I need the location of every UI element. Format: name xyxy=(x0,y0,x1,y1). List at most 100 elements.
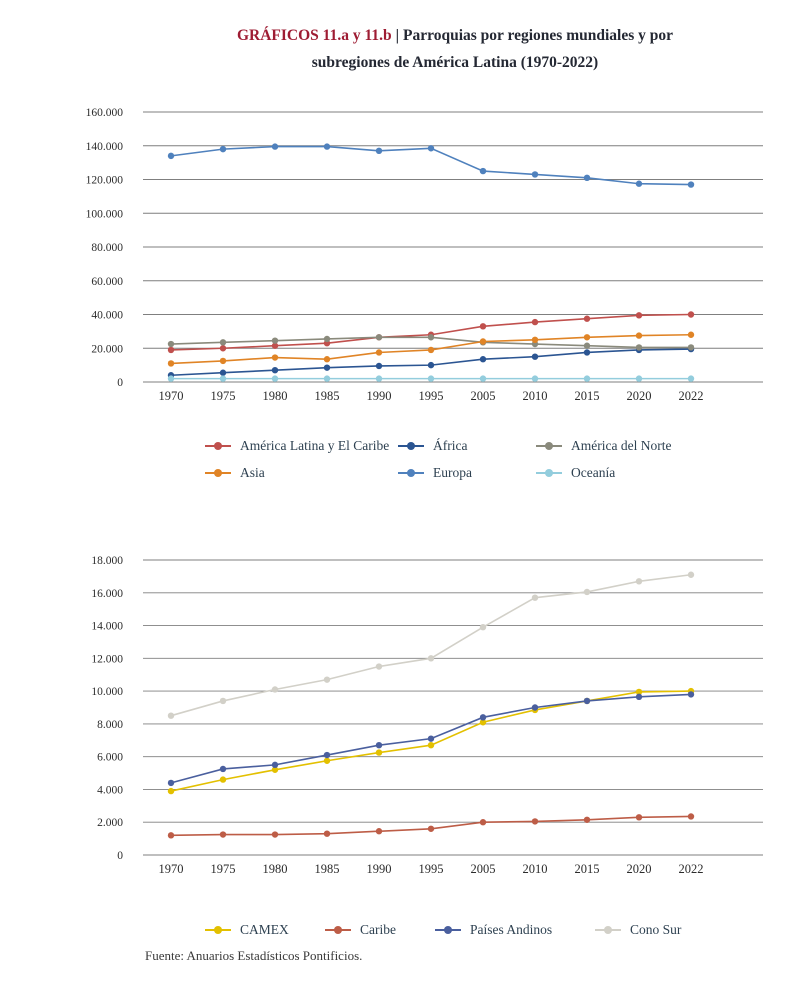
data-point xyxy=(583,342,591,349)
data-point xyxy=(375,828,383,835)
data-point xyxy=(323,676,331,683)
legend-marker xyxy=(325,925,351,934)
series-line xyxy=(170,145,692,186)
legend-row: América Latina y El Caribe África Améric… xyxy=(205,432,671,459)
data-point xyxy=(635,332,643,339)
world-regions-chart: 0 20.000 40.000 60.000 80.000 100.000 120.000 1… xyxy=(86,107,763,403)
chart1-legend: América Latina y El Caribe África Améric… xyxy=(205,432,671,486)
data-point xyxy=(583,349,591,356)
legend-item-caribe: Caribe xyxy=(325,922,435,938)
legend-label: Caribe xyxy=(360,921,396,937)
data-point xyxy=(687,181,695,188)
legend-label: Oceanía xyxy=(571,464,616,480)
y-tick-label: 0 xyxy=(117,850,123,862)
data-point xyxy=(219,831,227,838)
x-tick-label: 2005 xyxy=(471,862,496,876)
data-point xyxy=(427,361,435,369)
data-point xyxy=(167,832,175,839)
data-point xyxy=(167,787,175,795)
data-point xyxy=(323,335,331,343)
data-point xyxy=(167,779,175,787)
data-point xyxy=(375,741,383,749)
x-tick-label: 1985 xyxy=(315,862,340,876)
data-point xyxy=(479,719,487,726)
title-text: Parroquias por regiones mundiales y por … xyxy=(311,27,674,72)
x-tick-label: 2010 xyxy=(523,389,548,403)
data-point xyxy=(375,663,383,670)
y-tick-label: 160.000 xyxy=(86,107,124,119)
y-tick-label: 16.000 xyxy=(91,588,123,600)
legend-label: América del Norte xyxy=(571,437,672,453)
data-point xyxy=(167,340,175,348)
x-tick-label: 1995 xyxy=(419,862,444,876)
data-point xyxy=(479,338,487,345)
legend-marker xyxy=(205,441,231,450)
data-point xyxy=(687,571,695,578)
data-point xyxy=(531,594,539,601)
legend-item-africa: África xyxy=(398,438,536,454)
data-point xyxy=(271,143,279,150)
data-point xyxy=(583,375,591,382)
data-point xyxy=(687,375,695,382)
y-tick-label: 18.000 xyxy=(91,555,123,567)
legend-marker xyxy=(398,441,424,450)
data-point xyxy=(167,152,175,160)
data-point xyxy=(479,714,487,721)
data-point xyxy=(323,364,331,371)
data-point xyxy=(479,819,487,826)
x-tick-label: 1985 xyxy=(315,389,340,403)
data-point xyxy=(219,765,227,773)
x-tick-label: 1975 xyxy=(211,389,236,403)
data-point xyxy=(271,354,279,361)
data-point xyxy=(635,578,643,585)
legend-marker xyxy=(205,925,231,934)
data-point xyxy=(687,813,695,820)
y-tick-label: 0 xyxy=(117,377,123,389)
legend-item-camex: CAMEX xyxy=(205,922,325,938)
y-tick-label: 14.000 xyxy=(91,621,123,633)
y-tick-label: 40.000 xyxy=(91,310,123,322)
y-tick-label: 6.000 xyxy=(97,752,123,764)
data-point xyxy=(167,360,175,367)
legend-label: CAMEX xyxy=(240,921,289,937)
legend-marker xyxy=(398,468,424,477)
data-point xyxy=(375,147,383,155)
legend-label: África xyxy=(433,437,468,453)
x-tick-label: 2015 xyxy=(575,862,600,876)
data-point xyxy=(583,334,591,341)
data-point xyxy=(427,145,435,152)
legend-marker xyxy=(435,925,461,934)
x-tick-label: 1975 xyxy=(211,862,236,876)
legend-label: Países Andinos xyxy=(470,921,553,937)
x-tick-label: 2015 xyxy=(575,389,600,403)
page-title: GRÁFICOS 11.a y 11.b | Parroquias por regi… xyxy=(200,22,710,76)
data-point xyxy=(323,356,331,363)
data-point xyxy=(271,375,279,382)
data-point xyxy=(479,323,487,330)
x-tick-label: 2020 xyxy=(627,862,652,876)
data-point xyxy=(635,180,643,187)
legend-item-cono-sur: Cono Sur xyxy=(595,922,681,938)
legend-item-america-latina: América Latina y El Caribe xyxy=(205,438,398,454)
data-point xyxy=(219,776,227,783)
x-tick-label: 2010 xyxy=(523,862,548,876)
data-point xyxy=(427,334,435,341)
data-point xyxy=(635,344,643,351)
data-point xyxy=(531,818,539,825)
legend-item-america-del-norte: América del Norte xyxy=(536,438,671,454)
data-point xyxy=(271,761,279,769)
data-point xyxy=(479,167,487,175)
data-point xyxy=(375,334,383,341)
y-tick-label: 60.000 xyxy=(91,276,123,288)
data-point xyxy=(219,357,227,365)
data-point xyxy=(531,171,539,178)
x-tick-label: 2022 xyxy=(679,862,704,876)
x-tick-label: 2005 xyxy=(471,389,496,403)
data-point xyxy=(427,741,435,749)
x-tick-label: 1990 xyxy=(367,389,392,403)
data-point xyxy=(583,174,591,182)
latam-subregions-chart: 0 2.000 4.000 6.000 8.000 10.000 12.000 14.000 1… xyxy=(91,555,763,876)
y-tick-label: 140.000 xyxy=(86,141,124,153)
y-tick-label: 100.000 xyxy=(86,208,124,220)
